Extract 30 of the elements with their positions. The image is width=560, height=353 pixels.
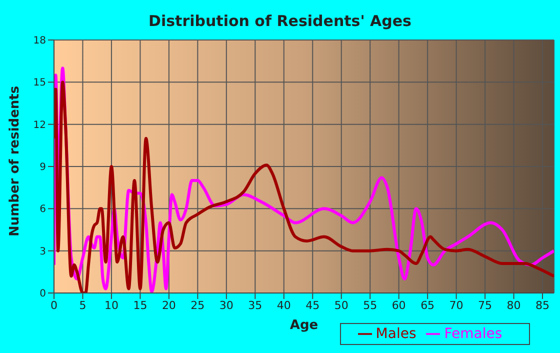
x-tick-label: 70: [449, 298, 464, 312]
x-tick-label: 5: [79, 298, 86, 312]
x-tick-label: 25: [190, 298, 205, 312]
legend-label: Males: [376, 326, 416, 342]
chart-title: Distribution of Residents' Ages: [148, 12, 412, 30]
x-tick-label: 80: [506, 298, 521, 312]
x-tick-label: 10: [104, 298, 118, 312]
x-tick-label: 0: [50, 298, 58, 312]
y-tick-label: 18: [33, 36, 46, 47]
x-tick-label: 20: [162, 298, 176, 312]
x-tick-label: 30: [219, 298, 234, 312]
y-tick-label: 6: [40, 204, 46, 216]
y-axis-title: Number of residents: [8, 86, 23, 236]
x-tick-label: 50: [334, 298, 348, 312]
x-tick-label: 60: [392, 298, 406, 312]
x-tick-label: 55: [363, 298, 378, 312]
x-tick-label: 45: [306, 298, 320, 312]
y-tick-label: 0: [40, 288, 46, 300]
legend-label: Females: [444, 326, 502, 342]
y-tick-label: 9: [40, 162, 46, 174]
x-tick-label: 85: [536, 298, 550, 312]
x-tick-label: 15: [133, 298, 148, 312]
y-tick-label: 3: [40, 246, 46, 258]
x-tick-label: 40: [276, 298, 291, 312]
x-tick-label: 35: [248, 298, 262, 312]
y-tick-label: 12: [33, 120, 46, 131]
x-tick-label: 75: [478, 298, 492, 312]
x-axis-title: Age: [290, 318, 318, 333]
y-tick-label: 15: [33, 78, 46, 89]
x-tick-label: 65: [420, 298, 435, 312]
